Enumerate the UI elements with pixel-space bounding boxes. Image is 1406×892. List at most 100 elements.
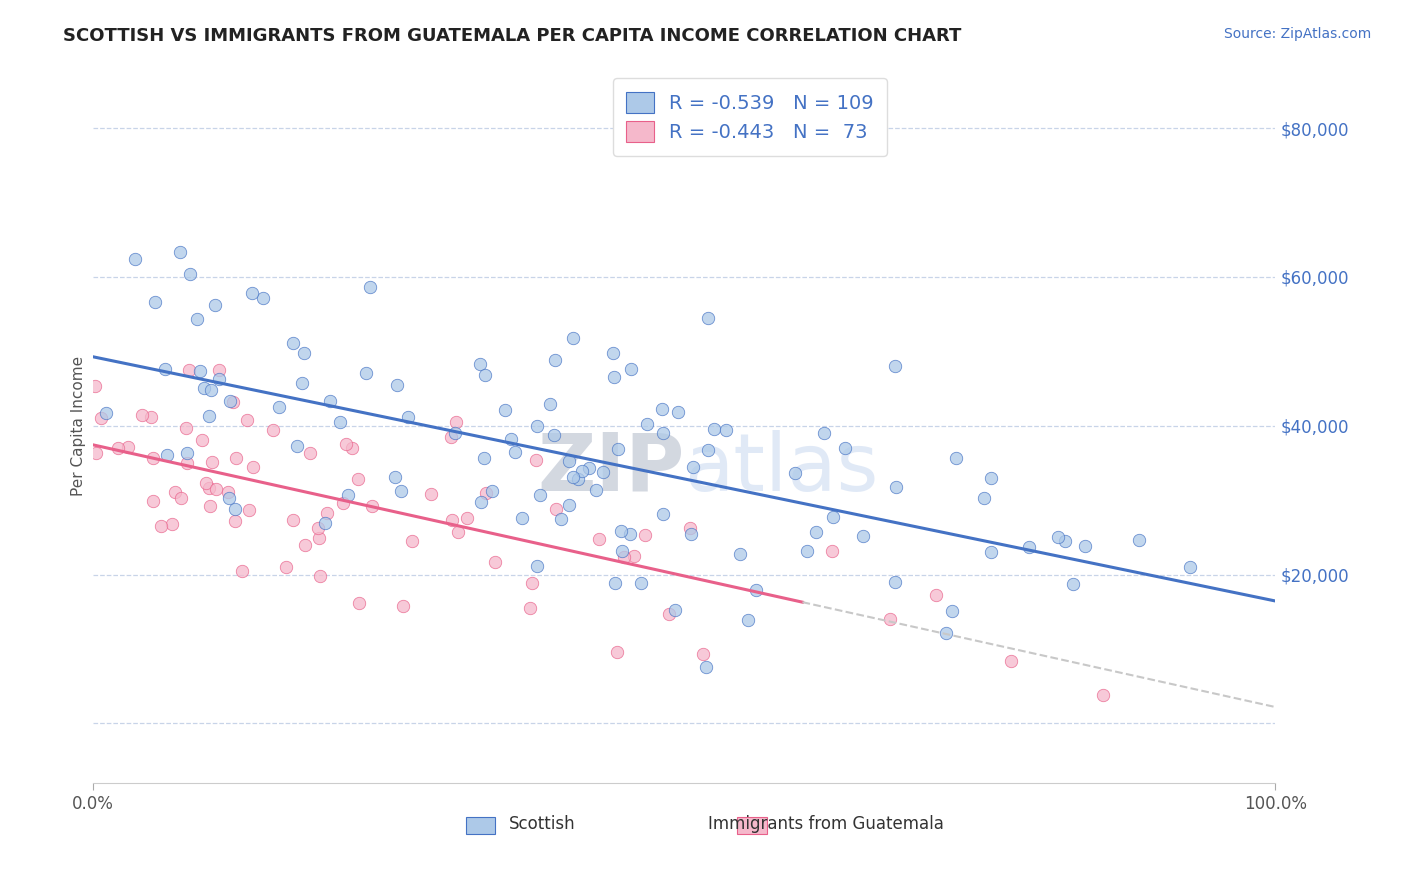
Point (142, 451, 165, 466)
Point (124, 252, 146, 266)
Point (444, 415, 467, 429)
Point (796, 544, 818, 558)
Point (443, 426, 465, 441)
Point (664, 603, 686, 617)
Point (156, 448, 179, 462)
Text: Source: ZipAtlas.com: Source: ZipAtlas.com (1223, 27, 1371, 41)
Point (224, 502, 246, 516)
Point (142, 494, 165, 508)
Point (252, 291, 274, 305)
Point (941, 604, 963, 618)
Point (292, 346, 315, 360)
Point (177, 363, 200, 377)
Point (204, 298, 226, 312)
Point (821, 543, 844, 558)
Point (198, 481, 221, 495)
Point (420, 487, 443, 501)
Point (139, 410, 162, 425)
Point (396, 409, 419, 424)
Point (1054, 533, 1077, 548)
Point (335, 437, 357, 451)
Point (308, 531, 330, 545)
Point (973, 491, 995, 505)
Point (610, 524, 633, 538)
Point (84, 379, 107, 393)
Point (208, 363, 231, 377)
Point (225, 450, 247, 465)
Point (682, 459, 704, 474)
Point (630, 576, 652, 591)
Point (169, 245, 191, 260)
Point (602, 346, 624, 360)
Point (651, 401, 673, 416)
Point (1074, 539, 1097, 553)
Point (728, 547, 751, 561)
Point (652, 507, 675, 521)
Point (558, 454, 581, 468)
Point (924, 588, 946, 602)
Point (744, 583, 766, 598)
Point (945, 451, 967, 466)
Point (308, 569, 330, 583)
Point (737, 613, 759, 627)
Point (696, 443, 718, 458)
Point (666, 405, 689, 419)
Point (163, 485, 186, 500)
Point (550, 512, 572, 526)
Point (238, 502, 260, 516)
Point (176, 446, 198, 460)
Text: Immigrants from Guatemala: Immigrants from Guatemala (709, 815, 943, 833)
Point (692, 647, 714, 661)
Point (1128, 533, 1150, 548)
Point (852, 529, 875, 543)
Point (198, 500, 221, 514)
Point (1018, 540, 1040, 554)
Point (240, 286, 263, 301)
Point (1091, 688, 1114, 702)
Point (193, 381, 215, 395)
Point (714, 423, 737, 437)
Point (980, 471, 1002, 485)
Point (484, 555, 506, 569)
Point (242, 459, 264, 474)
Text: ZIP: ZIP (537, 430, 685, 508)
Point (298, 446, 321, 460)
Text: SCOTTISH VS IMMIGRANTS FROM GUATEMALA PER CAPITA INCOME CORRELATION CHART: SCOTTISH VS IMMIGRANTS FROM GUATEMALA PE… (63, 27, 962, 45)
Point (332, 496, 354, 510)
Point (218, 491, 240, 505)
Point (884, 359, 907, 373)
Point (329, 415, 352, 429)
Point (519, 600, 541, 615)
Point (1047, 530, 1070, 544)
Point (592, 465, 614, 479)
Point (1062, 577, 1084, 591)
Point (84, 446, 107, 460)
Point (529, 488, 551, 502)
Point (291, 376, 314, 391)
Point (283, 335, 305, 350)
Point (176, 456, 198, 470)
Point (520, 576, 543, 591)
Point (884, 575, 907, 590)
Point (186, 312, 208, 326)
Point (169, 491, 191, 505)
Point (834, 441, 856, 455)
Point (174, 421, 197, 435)
Point (356, 367, 378, 381)
Point (440, 513, 463, 527)
Point (205, 482, 228, 496)
Point (188, 364, 211, 378)
Point (634, 528, 657, 542)
Point (131, 409, 153, 423)
Point (935, 625, 957, 640)
Text: atlas: atlas (685, 430, 879, 508)
Point (679, 521, 702, 535)
Point (208, 372, 231, 386)
Point (884, 480, 907, 494)
Point (269, 400, 291, 414)
Point (481, 483, 503, 498)
Point (294, 538, 316, 552)
Text: Scottish: Scottish (509, 815, 575, 833)
Point (703, 422, 725, 436)
Point (198, 409, 221, 424)
